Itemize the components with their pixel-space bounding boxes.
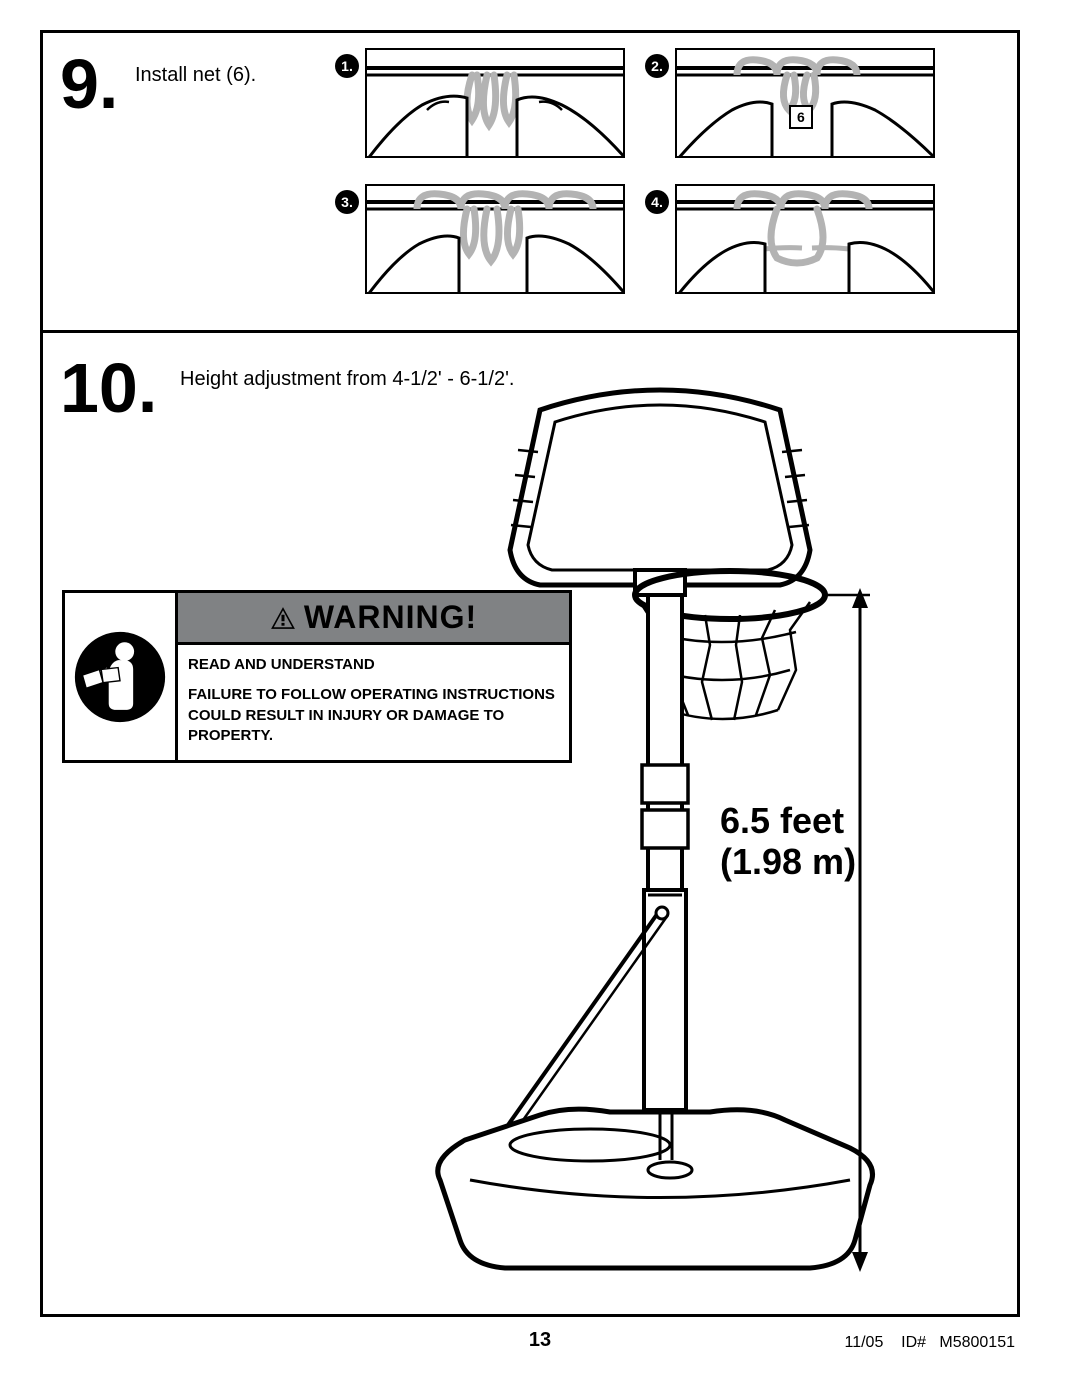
instruction-page: 9. Install net (6). 1. 2. 6 3. (0, 0, 1080, 1397)
net-install-illustration-1 (367, 50, 625, 158)
step-10-number: 10. (60, 348, 157, 428)
net-install-illustration-3 (367, 186, 625, 294)
net-install-illustration-4 (677, 186, 935, 294)
height-meters: (1.98 m) (720, 841, 856, 882)
part-label-6: 6 (789, 105, 813, 129)
figure-badge-4: 4. (645, 190, 669, 214)
document-id: 11/05 ID# M5800151 (844, 1334, 1015, 1352)
figure-4 (675, 184, 935, 294)
section-divider (40, 330, 1020, 333)
figure-badge-1: 1. (335, 54, 359, 78)
step-9-number: 9. (60, 44, 118, 124)
warning-triangle-icon (270, 606, 296, 630)
net-install-illustration-2 (677, 50, 935, 158)
figure-badge-2: 2. (645, 54, 669, 78)
height-label: 6.5 feet (1.98 m) (720, 800, 856, 883)
figure-3 (365, 184, 625, 294)
figure-2: 6 (675, 48, 935, 158)
height-feet: 6.5 feet (720, 800, 856, 841)
figure-badge-3: 3. (335, 190, 359, 214)
figure-1 (365, 48, 625, 158)
step-9-text: Install net (6). (135, 64, 256, 87)
read-manual-icon (65, 593, 175, 760)
